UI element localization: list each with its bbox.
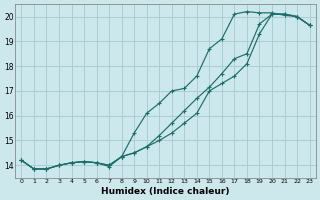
- X-axis label: Humidex (Indice chaleur): Humidex (Indice chaleur): [101, 187, 230, 196]
